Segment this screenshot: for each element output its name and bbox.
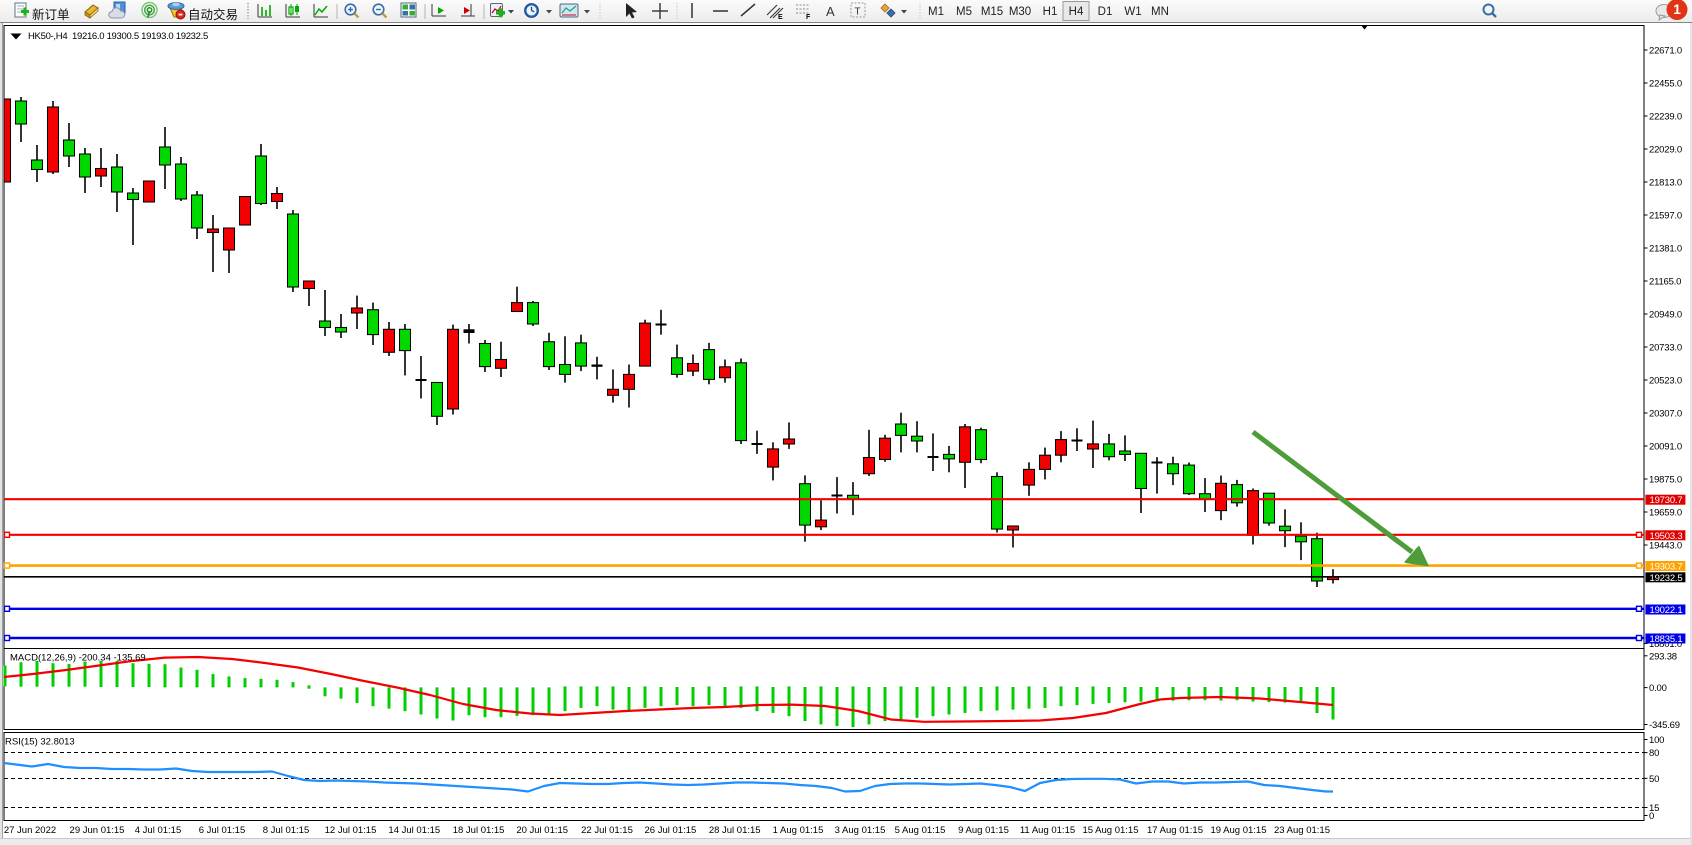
svg-text:80: 80: [1649, 748, 1659, 759]
svg-text:9 Aug 01:15: 9 Aug 01:15: [958, 825, 1009, 836]
svg-text:MN: MN: [1151, 6, 1169, 18]
svg-text:18801.0: 18801.0: [1649, 639, 1682, 650]
svg-text:22 Jul 01:15: 22 Jul 01:15: [581, 825, 633, 836]
svg-text:8 Jul 01:15: 8 Jul 01:15: [263, 825, 309, 836]
svg-text:20 Jul 01:15: 20 Jul 01:15: [516, 825, 568, 836]
svg-text:19232.5: 19232.5: [1650, 573, 1683, 584]
svg-text:M5: M5: [956, 6, 972, 18]
svg-text:21165.0: 21165.0: [1649, 277, 1681, 288]
svg-text:18835.1: 18835.1: [1650, 634, 1683, 645]
svg-text:MACD(12,26,9) -200.34 -135.69: MACD(12,26,9) -200.34 -135.69: [10, 653, 146, 664]
svg-text:17 Aug 01:15: 17 Aug 01:15: [1147, 825, 1203, 836]
svg-text:21813.0: 21813.0: [1649, 178, 1682, 189]
svg-text:19022.1: 19022.1: [1650, 605, 1683, 616]
svg-text:22671.0: 22671.0: [1649, 46, 1682, 57]
svg-text:15 Aug 01:15: 15 Aug 01:15: [1083, 825, 1139, 836]
svg-text:D1: D1: [1098, 6, 1113, 18]
svg-text:3 Aug 01:15: 3 Aug 01:15: [835, 825, 886, 836]
svg-text:19503.3: 19503.3: [1650, 531, 1683, 542]
svg-text:50: 50: [1649, 774, 1659, 785]
svg-text:22455.0: 22455.0: [1649, 79, 1682, 90]
svg-text:M30: M30: [1009, 6, 1031, 18]
svg-text:21381.0: 21381.0: [1649, 244, 1682, 255]
svg-text:11 Aug 01:15: 11 Aug 01:15: [1020, 825, 1075, 836]
svg-text:20523.0: 20523.0: [1649, 376, 1682, 387]
svg-text:100: 100: [1649, 735, 1664, 746]
svg-text:M1: M1: [928, 6, 944, 18]
svg-text:19 Aug 01:15: 19 Aug 01:15: [1211, 825, 1267, 836]
svg-text:5 Aug 01:15: 5 Aug 01:15: [895, 825, 946, 836]
svg-text:H4: H4: [1069, 6, 1084, 18]
svg-text:19303.7: 19303.7: [1650, 562, 1683, 573]
svg-text:20307.0: 20307.0: [1649, 409, 1682, 420]
svg-text:RSI(15) 32.8013: RSI(15) 32.8013: [5, 737, 75, 748]
svg-text:28 Jul 01:15: 28 Jul 01:15: [709, 825, 761, 836]
svg-text:27 Jun 2022: 27 Jun 2022: [4, 825, 56, 836]
svg-text:-345.69: -345.69: [1649, 720, 1680, 731]
svg-text:1 Aug 01:15: 1 Aug 01:15: [773, 825, 824, 836]
svg-text:H1: H1: [1043, 6, 1058, 18]
svg-text:29 Jun 01:15: 29 Jun 01:15: [70, 825, 125, 836]
svg-text:12 Jul 01:15: 12 Jul 01:15: [325, 825, 377, 836]
svg-text:293.38: 293.38: [1649, 651, 1677, 662]
svg-text:20091.0: 20091.0: [1649, 442, 1682, 453]
svg-text:M15: M15: [981, 6, 1003, 18]
svg-text:6 Jul 01:15: 6 Jul 01:15: [199, 825, 245, 836]
svg-text:0.00: 0.00: [1649, 683, 1667, 694]
svg-text:18 Jul 01:15: 18 Jul 01:15: [453, 825, 505, 836]
svg-text:26 Jul 01:15: 26 Jul 01:15: [645, 825, 697, 836]
svg-text:19659.0: 19659.0: [1649, 508, 1682, 519]
svg-text:E: E: [778, 14, 783, 21]
svg-text:0: 0: [1649, 811, 1654, 822]
svg-text:23 Aug 01:15: 23 Aug 01:15: [1274, 825, 1330, 836]
svg-text:1: 1: [1673, 1, 1681, 17]
svg-text:W1: W1: [1124, 6, 1141, 18]
svg-text:15: 15: [1649, 803, 1659, 814]
svg-text:19443.0: 19443.0: [1649, 541, 1682, 552]
svg-text:A: A: [826, 4, 835, 19]
svg-text:20733.0: 20733.0: [1649, 343, 1682, 354]
svg-text:21597.0: 21597.0: [1649, 211, 1682, 222]
svg-text:F: F: [806, 14, 811, 21]
svg-text:4 Jul 01:15: 4 Jul 01:15: [135, 825, 181, 836]
svg-text:14 Jul 01:15: 14 Jul 01:15: [388, 825, 440, 836]
svg-text:HK50-,H4 19216.0 19300.5 1919: HK50-,H4 19216.0 19300.5 19193.0 19232.5: [28, 31, 208, 42]
svg-text:T: T: [855, 7, 861, 18]
svg-text:22239.0: 22239.0: [1649, 112, 1682, 123]
svg-text:19875.0: 19875.0: [1649, 475, 1682, 486]
svg-text:22029.0: 22029.0: [1649, 145, 1682, 156]
svg-text:19730.7: 19730.7: [1650, 495, 1683, 506]
svg-text:20949.0: 20949.0: [1649, 310, 1682, 321]
